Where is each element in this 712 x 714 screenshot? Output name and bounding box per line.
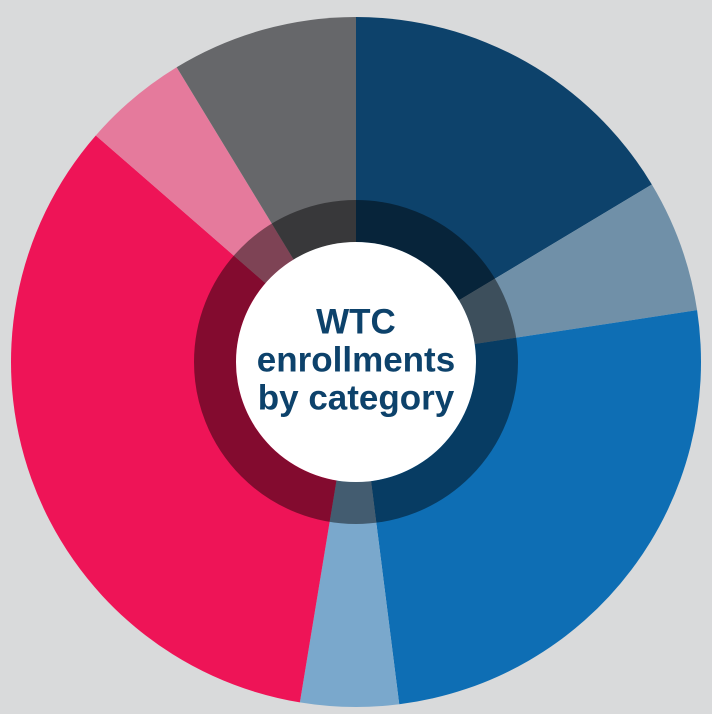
wedge [10, 135, 356, 703]
inner-ring [194, 200, 518, 524]
title-line: by category [258, 378, 455, 417]
title-line: WTC [316, 302, 396, 341]
title-line: enrollments [257, 340, 455, 379]
center-hole [236, 242, 476, 482]
wedge [299, 362, 400, 708]
